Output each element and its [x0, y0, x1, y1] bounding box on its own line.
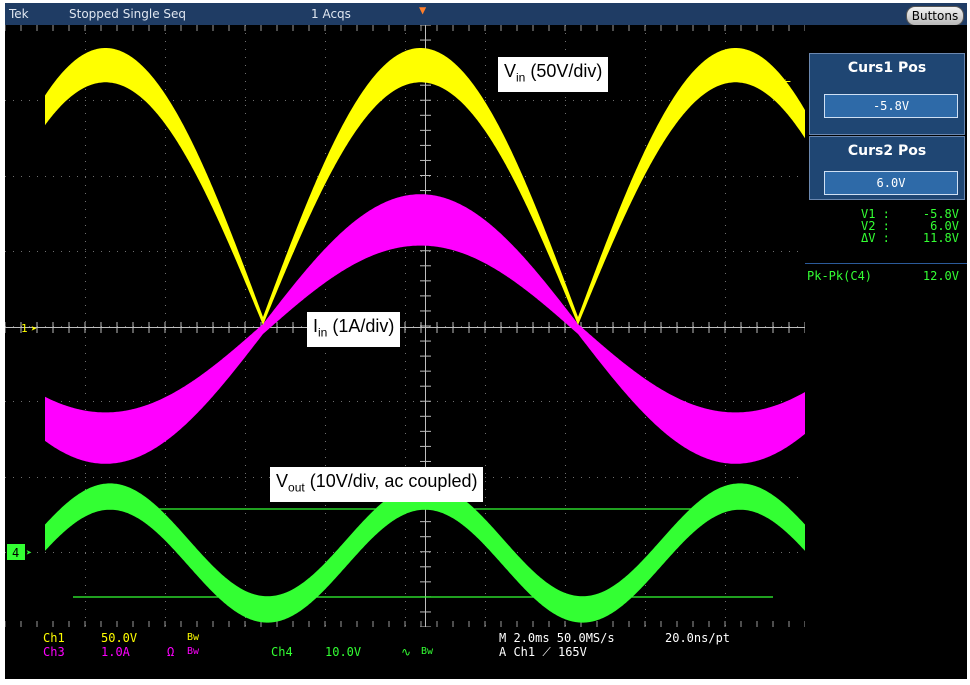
- ch4-marker-box: [7, 544, 25, 560]
- vin-label: Vin (50V/div): [498, 57, 609, 92]
- ch4-arrow-icon: ➤: [26, 548, 32, 559]
- ch4-ac-coupling-icon: ∿: [401, 645, 412, 659]
- ch4-label: Ch4: [271, 645, 293, 659]
- brand-label: Tek: [9, 7, 29, 21]
- ch1-scale: 50.0V: [101, 631, 138, 645]
- acquisition-status: Stopped Single Seq: [69, 7, 187, 21]
- pkpk-value: 12.0V: [922, 269, 959, 283]
- v1-readout-label: V1 :: [861, 207, 890, 221]
- timebase-readout: M 2.0ms 50.0MS/s: [499, 631, 615, 645]
- delta-v-readout-value: 11.8V: [922, 231, 959, 245]
- resolution-readout: 20.0ns/pt: [665, 631, 731, 645]
- buttons-button[interactable]: Buttons: [906, 6, 964, 26]
- ch1-bw-icon: Bw: [187, 632, 200, 643]
- ch4-level-marker: 4: [12, 546, 19, 560]
- iin-label: Iin (1A/div): [307, 312, 401, 347]
- pkpk-label: Pk-Pk(C4): [807, 269, 873, 283]
- ch3-bw-icon: Bw: [187, 646, 200, 657]
- trigger-readout: A Ch1 ⟋ 165V: [499, 645, 587, 659]
- curs2-pos-box[interactable]: Curs2 Pos 6.0V: [809, 136, 965, 200]
- ch1-label: Ch1: [43, 631, 65, 645]
- ch1-voltage-trace: [45, 48, 805, 325]
- ch1-level-marker: 1: [21, 322, 28, 335]
- measurement-divider: [805, 263, 967, 264]
- waveform-plot: 1 ➤ 4 ➤ ←: [5, 25, 805, 627]
- vout-label: Vout (10V/div, ac coupled): [270, 467, 484, 502]
- ch1-arrow-icon: ➤: [31, 324, 37, 335]
- ch4-scale: 10.0V: [325, 645, 362, 659]
- ch4-output-trace: [45, 483, 805, 623]
- waveform-display: 1 ➤ 4 ➤ ← Vin (50V/div) Iin (1A/div) Vou…: [5, 25, 805, 627]
- delta-v-readout-label: ΔV :: [861, 231, 890, 245]
- curs1-pos-box[interactable]: Curs1 Pos -5.8V: [809, 53, 965, 135]
- cursor-panel: Curs1 Pos -5.8V Curs2 Pos 6.0V V1 : -5.8…: [805, 25, 967, 679]
- level-markers: 1 ➤ 4 ➤ ←: [7, 74, 791, 560]
- ch3-ohm-icon: Ω: [167, 645, 175, 659]
- curs1-value-field[interactable]: -5.8V: [824, 94, 958, 118]
- curs2-title: Curs2 Pos: [847, 143, 927, 159]
- trigger-level-icon: ←: [783, 74, 791, 89]
- v1-readout-value: -5.8V: [922, 207, 959, 221]
- channel-readout-bar: Ch1 50.0V Bw Ch3 1.0A Ω Bw Ch4 10.0V ∿ B…: [5, 627, 805, 679]
- status-bar: Tek Stopped Single Seq 1 Acqs ▼ Buttons: [5, 3, 967, 26]
- curs2-value-field[interactable]: 6.0V: [824, 171, 958, 195]
- v2-readout-value: 6.0V: [930, 219, 959, 233]
- curs1-title: Curs1 Pos: [847, 60, 927, 76]
- ch4-bw-icon: Bw: [421, 646, 434, 657]
- ch3-scale: 1.0A: [101, 645, 130, 659]
- trigger-position-icon: ▼: [419, 3, 427, 17]
- ch3-current-trace: [45, 194, 805, 464]
- v2-readout-label: V2 :: [861, 219, 890, 233]
- acquisition-count: 1 Acqs: [311, 7, 351, 21]
- ch3-label: Ch3: [43, 645, 65, 659]
